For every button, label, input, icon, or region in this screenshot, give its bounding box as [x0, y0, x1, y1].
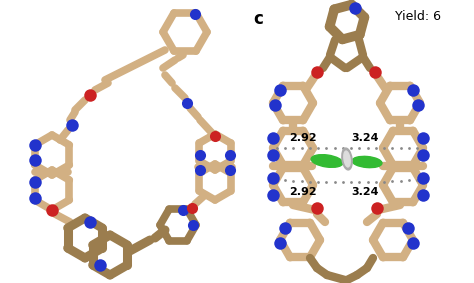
Ellipse shape	[344, 151, 350, 167]
Ellipse shape	[311, 155, 343, 167]
Text: 3.24: 3.24	[351, 187, 379, 197]
Text: c: c	[253, 10, 263, 28]
Text: Yield: 6: Yield: 6	[395, 10, 441, 23]
Ellipse shape	[342, 148, 352, 170]
Text: 3.24: 3.24	[351, 133, 379, 143]
Ellipse shape	[352, 156, 382, 168]
Text: 2.92: 2.92	[289, 187, 317, 197]
Text: 2.92: 2.92	[289, 133, 317, 143]
